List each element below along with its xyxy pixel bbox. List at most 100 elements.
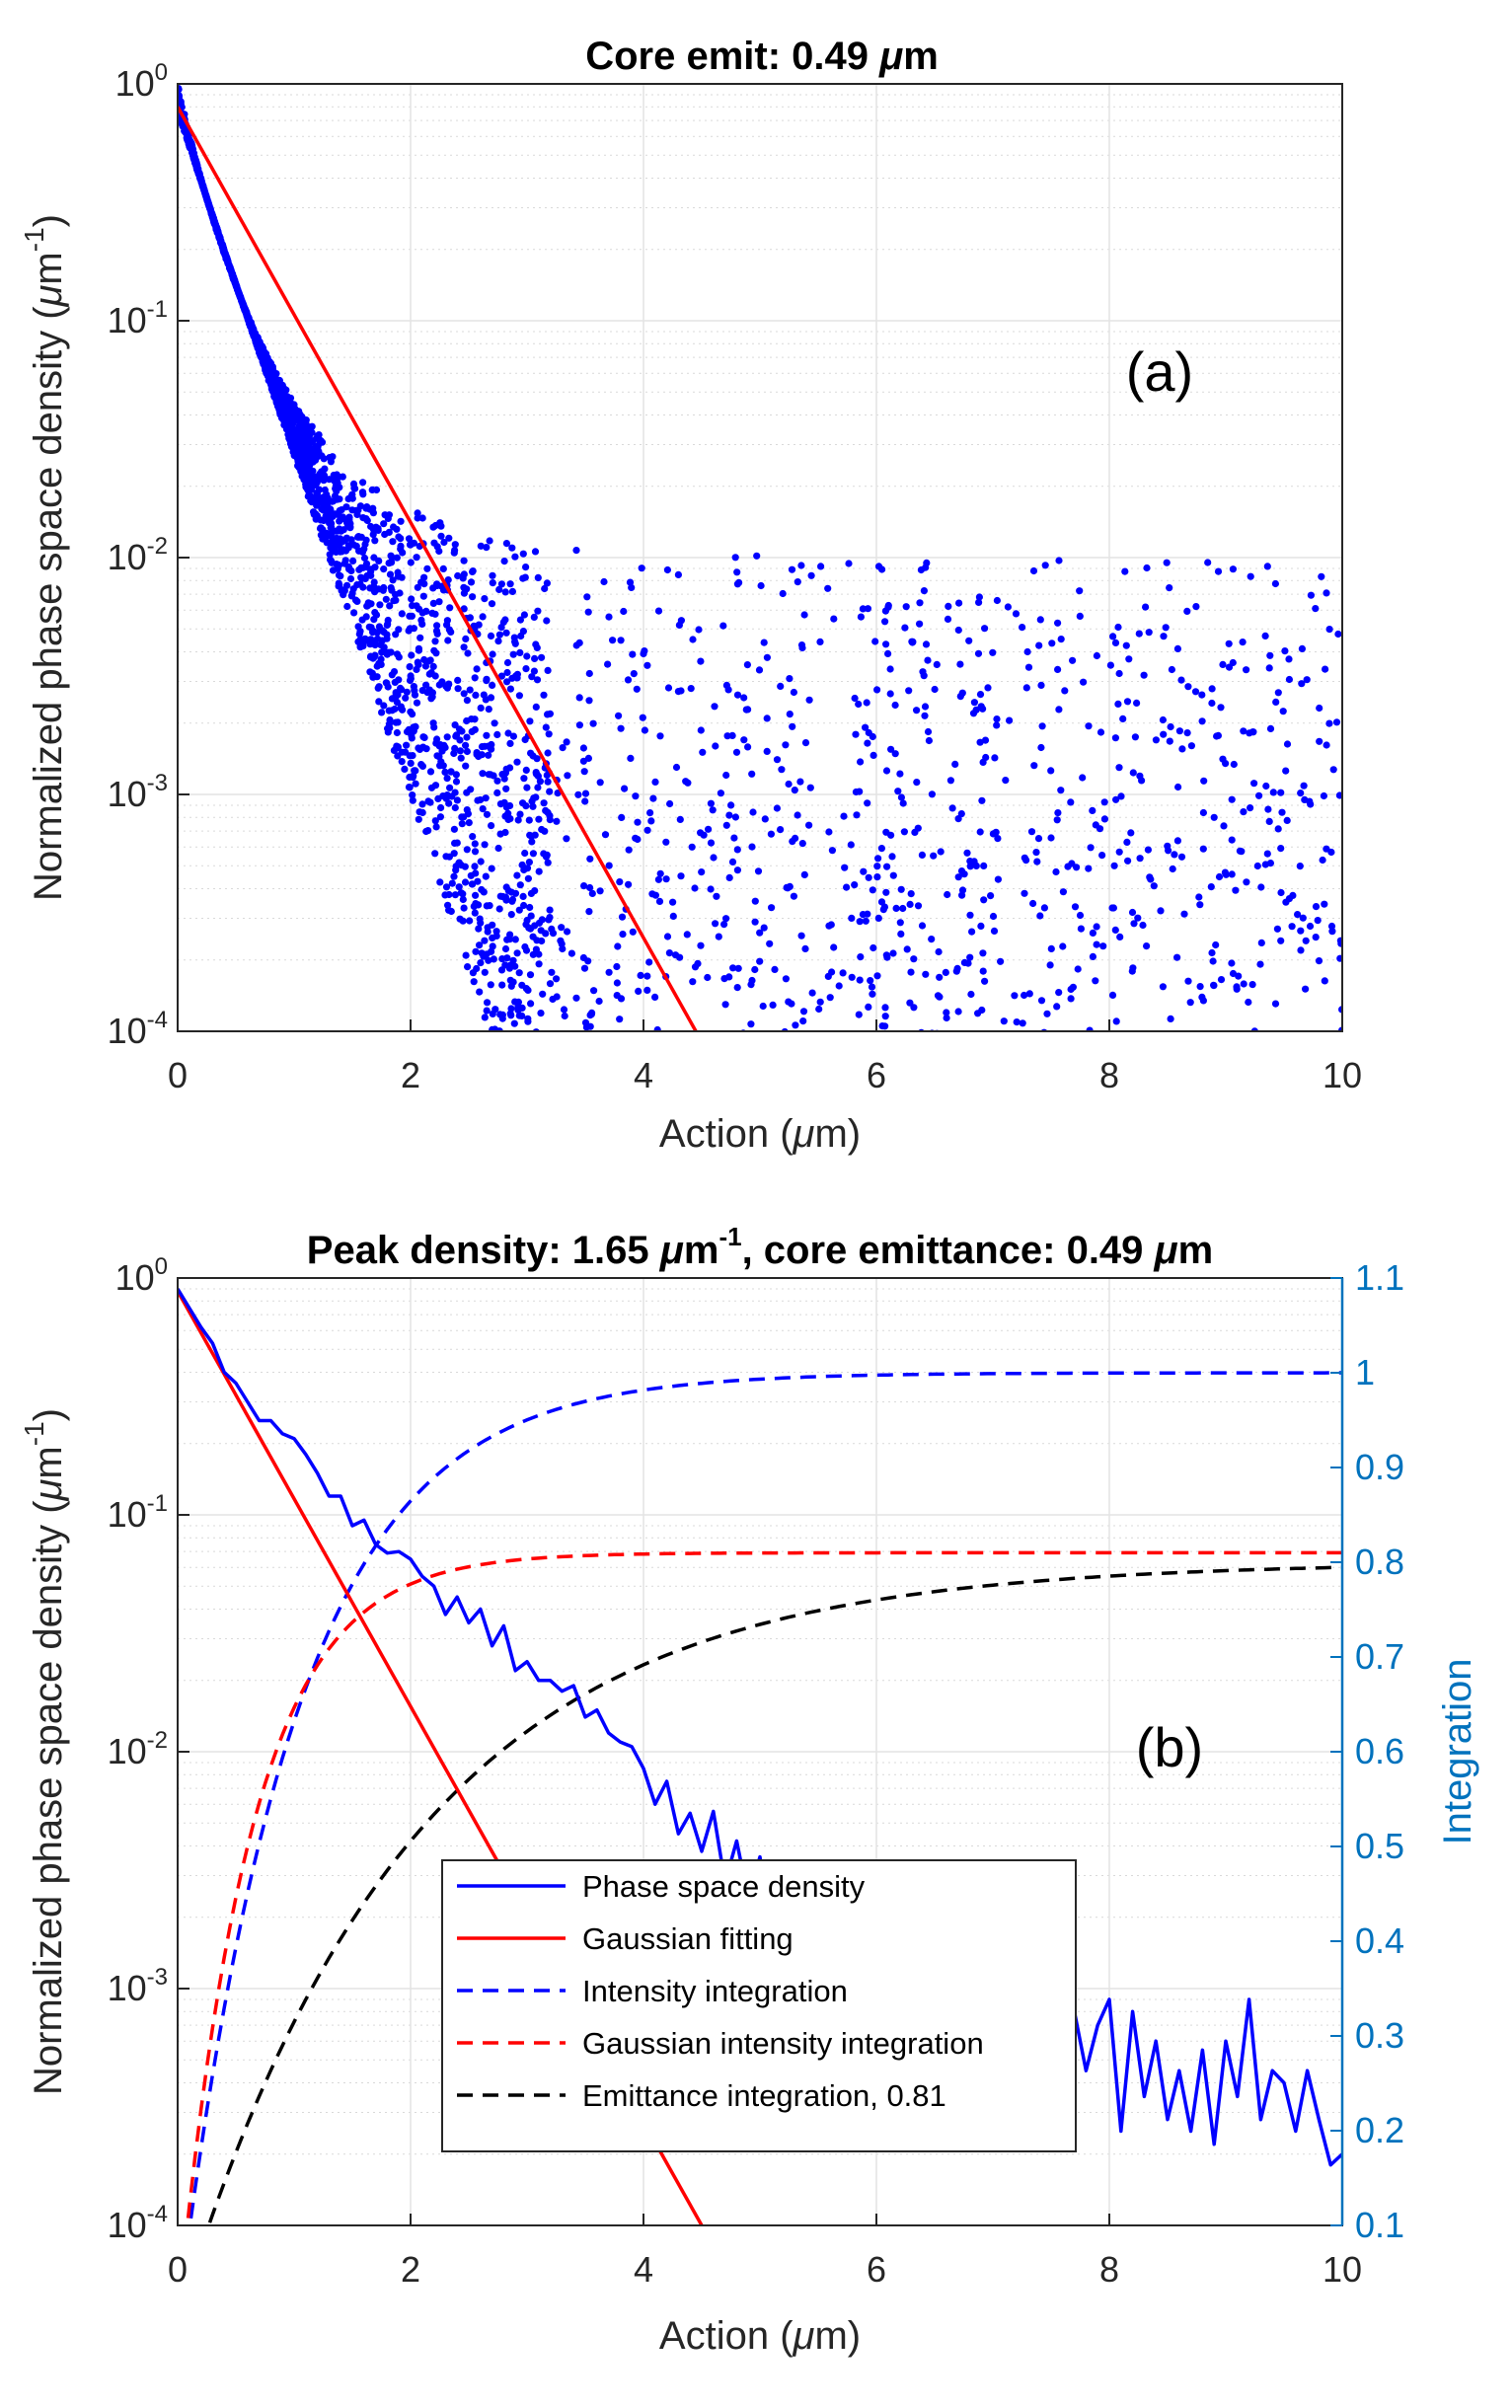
chart-a-scatter-point: [397, 684, 405, 693]
chart-a-scatter-point: [280, 395, 288, 403]
chart-a-scatter-point: [882, 640, 890, 648]
chart-a-scatter-point: [479, 770, 487, 778]
chart-a-scatter-point: [1261, 861, 1269, 868]
chart-a-scatter-point: [525, 816, 533, 824]
chart-a-scatter-point: [782, 975, 791, 983]
chart-a-scatter-point: [994, 835, 1002, 843]
chart-a-scatter-point: [733, 984, 741, 992]
chart-a-scatter-point: [856, 976, 864, 984]
chart-a-scatter-point: [896, 919, 904, 927]
chart-a-scatter-point: [297, 437, 305, 445]
chart-a-scatter-point: [1298, 644, 1306, 653]
chart-a-scatter-point: [1262, 782, 1270, 790]
chart-a-scatter-point: [1035, 641, 1043, 649]
chart-a-scatter-point: [549, 930, 558, 938]
chart-a-scatter-point: [532, 703, 540, 712]
chart-a-scatter-point: [292, 409, 300, 416]
chart-a-scatter-point: [1214, 731, 1222, 740]
chart-a-scatter-point: [513, 871, 521, 879]
chart-a-scatter-point: [488, 740, 495, 749]
chart-a-scatter-point: [476, 751, 484, 759]
chart-a-scatter-point: [852, 730, 860, 738]
chart-a-scatter-point: [1053, 1003, 1061, 1011]
chart-a-scatter-point: [734, 964, 742, 972]
chart-a-scatter-point: [560, 1006, 568, 1014]
chart-a-scatter-point: [773, 804, 782, 812]
chart-a-scatter-point: [413, 554, 420, 562]
chart-a-scatter-point: [1115, 764, 1123, 772]
chart-a-scatter-point: [359, 564, 367, 571]
chart-a-scatter-point: [874, 914, 882, 923]
chart-a-scatter-point: [1184, 977, 1192, 985]
chart-a-scatter-point: [651, 993, 659, 1002]
chart-a-scatter-point: [897, 793, 906, 801]
chart-a-scatter-point: [527, 1000, 535, 1008]
chart-a-scatter-point: [1085, 865, 1093, 872]
chart-a-scatter-point: [935, 947, 943, 956]
chart-a-scatter-point: [511, 553, 519, 561]
chart-a-scatter-point: [519, 574, 527, 582]
chart-a-scatter-point: [1282, 767, 1290, 775]
chart-a-scatter-point: [546, 710, 555, 717]
chart-a-scatter-point: [1321, 900, 1328, 908]
chart-a-scatter-point: [454, 571, 462, 580]
chart-a-scatter-point: [460, 690, 468, 698]
chart-a-scatter-point: [572, 994, 580, 1002]
chart-a-scatter-point: [470, 902, 478, 911]
chart-a-scatter-point: [851, 881, 859, 889]
chart-a-scatter-point: [289, 416, 297, 424]
chart-a-scatter-point: [1312, 934, 1320, 941]
chart-a-scatter-point: [398, 748, 406, 756]
chart-a-scatter-point: [922, 564, 930, 571]
chart-a-scatter-point: [1178, 745, 1186, 753]
chart-a-scatter-point: [439, 792, 447, 800]
chart-a-scatter-point: [1312, 903, 1321, 911]
chart-a-scatter-point: [913, 779, 921, 787]
chart-a-scatter-point: [1273, 925, 1281, 933]
chart-a-scatter-point: [413, 665, 420, 674]
chart-a-scatter-point: [1336, 954, 1342, 962]
chart-a-scatter-point: [786, 675, 794, 683]
chart-a-scatter-point: [1110, 862, 1118, 869]
chart-a-scatter-point: [414, 583, 421, 591]
chart-b-y-ticks: 10-4 10-3 10-2 10-1 100: [108, 1253, 168, 2245]
chart-a-scatter-point: [1121, 567, 1129, 575]
chart-a-scatter-point: [705, 825, 713, 833]
chart-a-scatter-point: [513, 758, 521, 766]
chart-a-scatter-point: [533, 755, 541, 763]
chart-a-scatter-point: [689, 636, 697, 643]
chart-a-scatter-point: [625, 880, 633, 888]
chart-a-scatter-point: [1209, 957, 1217, 965]
chart-a-scatter-point: [1245, 998, 1252, 1007]
chart-a-scatter-point: [354, 623, 362, 631]
chart-a-scatter-point: [830, 943, 838, 951]
chart-a-scatter-point: [409, 796, 416, 804]
chart-a-scatter-point: [416, 745, 423, 754]
chart-a-scatter-point: [520, 775, 528, 783]
chart-a-scatter-point: [463, 697, 471, 705]
chart-a-scatter-point: [1256, 960, 1264, 968]
chart-a-scatter-point: [672, 763, 681, 772]
chart-a-scatter-point: [756, 929, 764, 937]
chart-a-scatter-point: [653, 1025, 661, 1031]
chart-a-scatter-point: [977, 922, 985, 931]
chart-b-xtick-label: 6: [867, 2249, 886, 2290]
chart-a-scatter-point: [192, 161, 200, 170]
chart-a-scatter-point: [408, 595, 416, 603]
chart-a-scatter-point: [507, 1012, 515, 1019]
chart-a-scatter-point: [1093, 923, 1100, 931]
chart-a-scatter-point: [515, 969, 523, 977]
chart-a-scatter-point: [586, 855, 594, 863]
chart-a-scatter-point: [1285, 675, 1293, 684]
chart-a-scatter-point: [669, 912, 677, 921]
chart-b-ytick-label: 10-1: [108, 1490, 168, 1535]
chart-a-scatter-point: [532, 945, 541, 953]
chart-a-scatter-point: [348, 506, 356, 514]
chart-a-scatter-point: [443, 733, 451, 741]
chart-a-scatter-point: [459, 895, 467, 904]
chart-a-scatter-point: [498, 981, 506, 989]
chart-a-scatter-point: [1183, 607, 1191, 616]
chart-a-scatter-point: [881, 1004, 889, 1012]
chart-a-scatter-point: [1302, 985, 1310, 993]
